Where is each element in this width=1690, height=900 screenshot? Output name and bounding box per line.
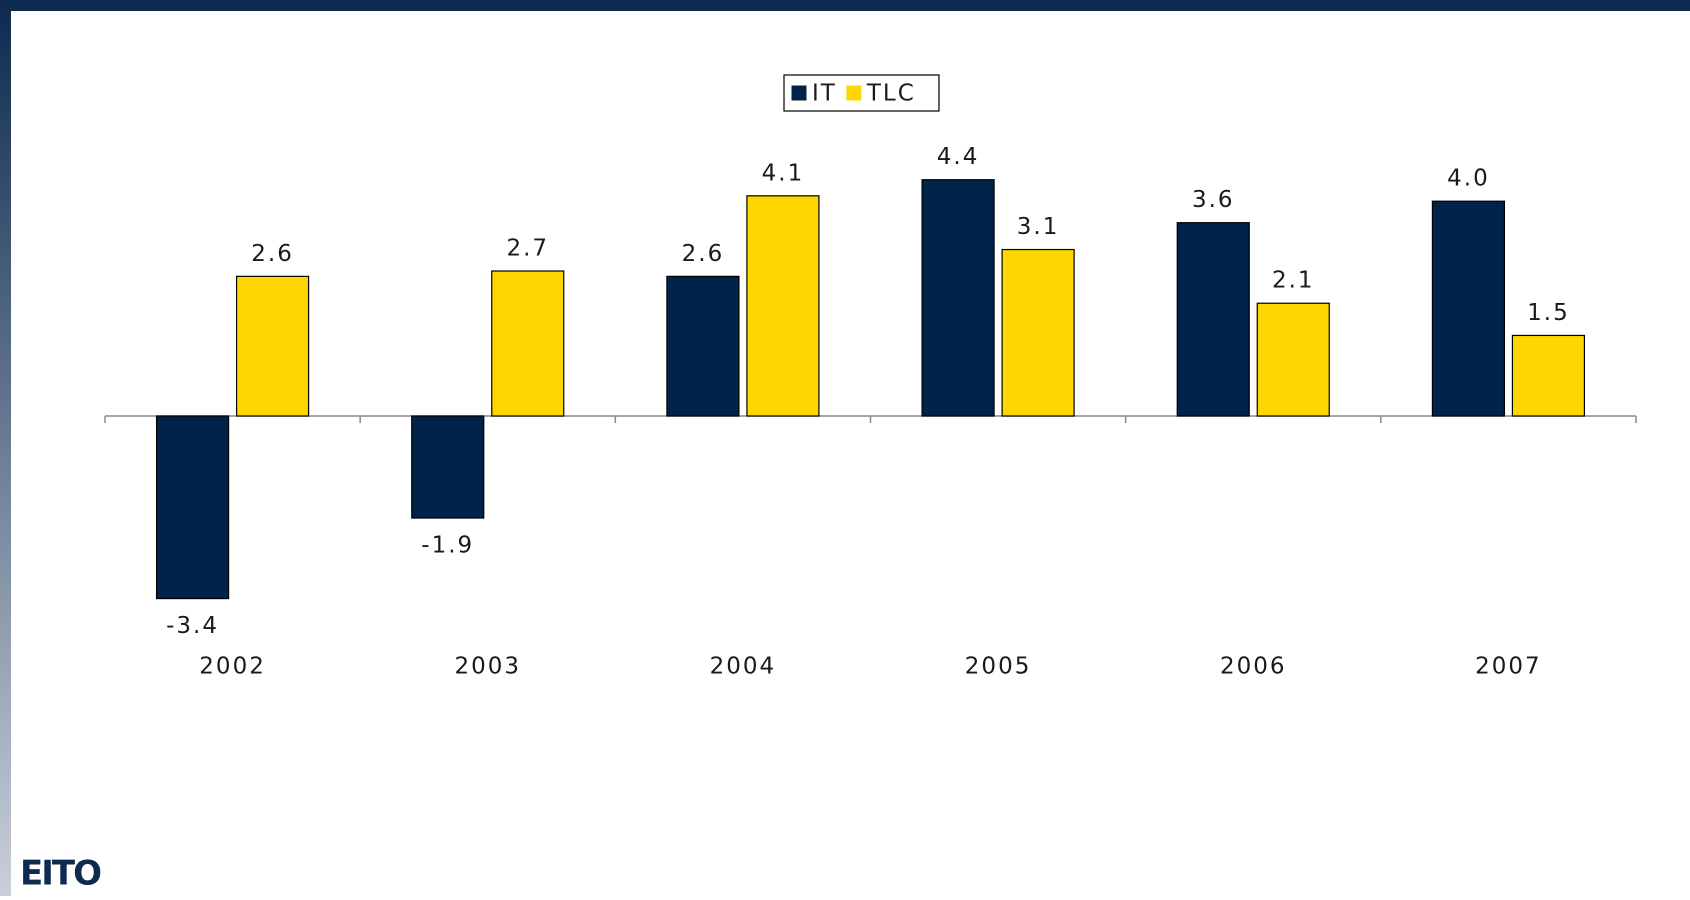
legend-swatch (791, 85, 807, 101)
legend-swatch (846, 85, 862, 101)
data-label: 1.5 (1527, 300, 1570, 326)
bar (921, 179, 995, 417)
top-border (0, 0, 1690, 11)
bar (491, 270, 565, 417)
x-tick-label: 2004 (710, 654, 777, 680)
data-label: 2.6 (251, 241, 294, 267)
data-label: 3.6 (1192, 187, 1235, 213)
x-tick-label: 2002 (199, 654, 266, 680)
legend-label: IT (812, 81, 837, 107)
bar (235, 275, 310, 417)
data-label: -3.4 (166, 613, 219, 639)
data-label: 3.1 (1017, 214, 1060, 240)
x-tick-label: 2006 (1220, 654, 1287, 680)
legend-box (783, 74, 940, 112)
x-tick-label: 2005 (965, 654, 1032, 680)
bar (1431, 200, 1506, 417)
x-tick-label: 2003 (454, 654, 521, 680)
data-label: 2.7 (506, 236, 549, 262)
data-label: 4.4 (937, 144, 980, 170)
data-label: 4.0 (1447, 166, 1490, 192)
data-label: -1.9 (421, 533, 474, 559)
bar (746, 195, 820, 417)
data-label: 2.1 (1272, 268, 1315, 294)
x-tick-label: 2007 (1475, 654, 1542, 680)
legend-label: TLC (866, 81, 916, 107)
bar (155, 415, 230, 600)
bar (411, 415, 485, 519)
bar (1176, 222, 1250, 417)
bar (1511, 334, 1586, 417)
logo: EITO (20, 854, 101, 894)
bar (666, 275, 740, 417)
bar (1001, 248, 1075, 417)
data-label: 2.6 (682, 241, 725, 267)
left-border (0, 0, 11, 896)
data-label: 4.1 (762, 160, 805, 186)
bar (1256, 302, 1330, 417)
